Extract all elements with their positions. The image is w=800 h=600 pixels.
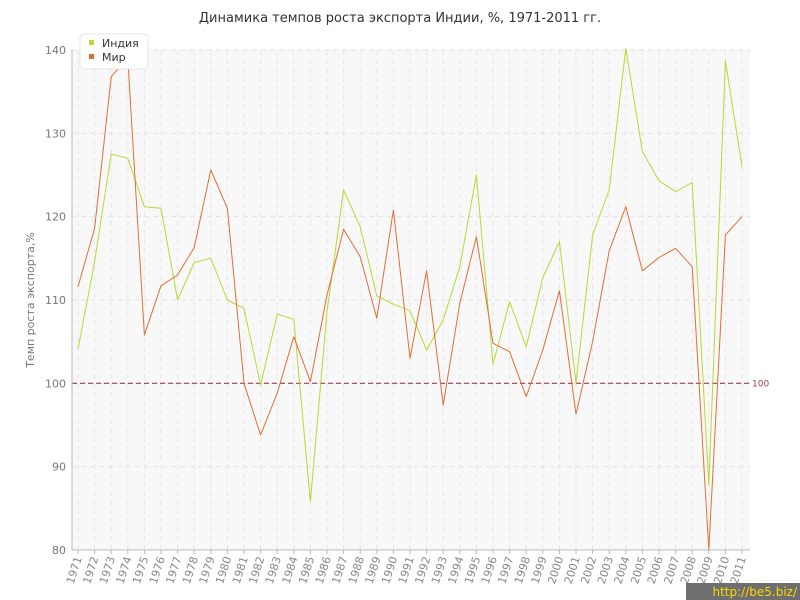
grid — [72, 49, 750, 551]
y-tick-label: 100 — [45, 377, 66, 390]
y-tick-label: 110 — [45, 294, 66, 307]
legend-swatch-world — [89, 54, 94, 59]
legend-label-india: Индия — [102, 37, 139, 50]
reference-line-label: 100 — [752, 379, 769, 389]
y-tick-label: 90 — [52, 461, 66, 474]
legend-box — [79, 33, 149, 70]
series-line-world — [77, 57, 743, 551]
chart-title: Динамика темпов роста экспорта Индии, %,… — [199, 11, 601, 26]
legend-swatch-india — [89, 40, 94, 45]
y-tick-label: 80 — [52, 544, 66, 557]
legend-label-world: Мир — [102, 51, 126, 64]
watermark-text: http://be5.biz/ — [712, 585, 797, 599]
watermark: http://be5.biz/ — [686, 583, 800, 600]
series-layer — [77, 47, 743, 551]
watermark-background — [686, 583, 800, 600]
legend: Индия Мир — [79, 33, 149, 70]
series-line-india — [77, 47, 743, 503]
y-axis-title: Темп роста экспорта,% — [24, 232, 37, 369]
y-tick-label: 140 — [45, 44, 66, 57]
y-tick-label: 120 — [45, 211, 66, 224]
reference-layer: 100 — [72, 379, 769, 389]
y-tick-label: 130 — [45, 127, 66, 140]
